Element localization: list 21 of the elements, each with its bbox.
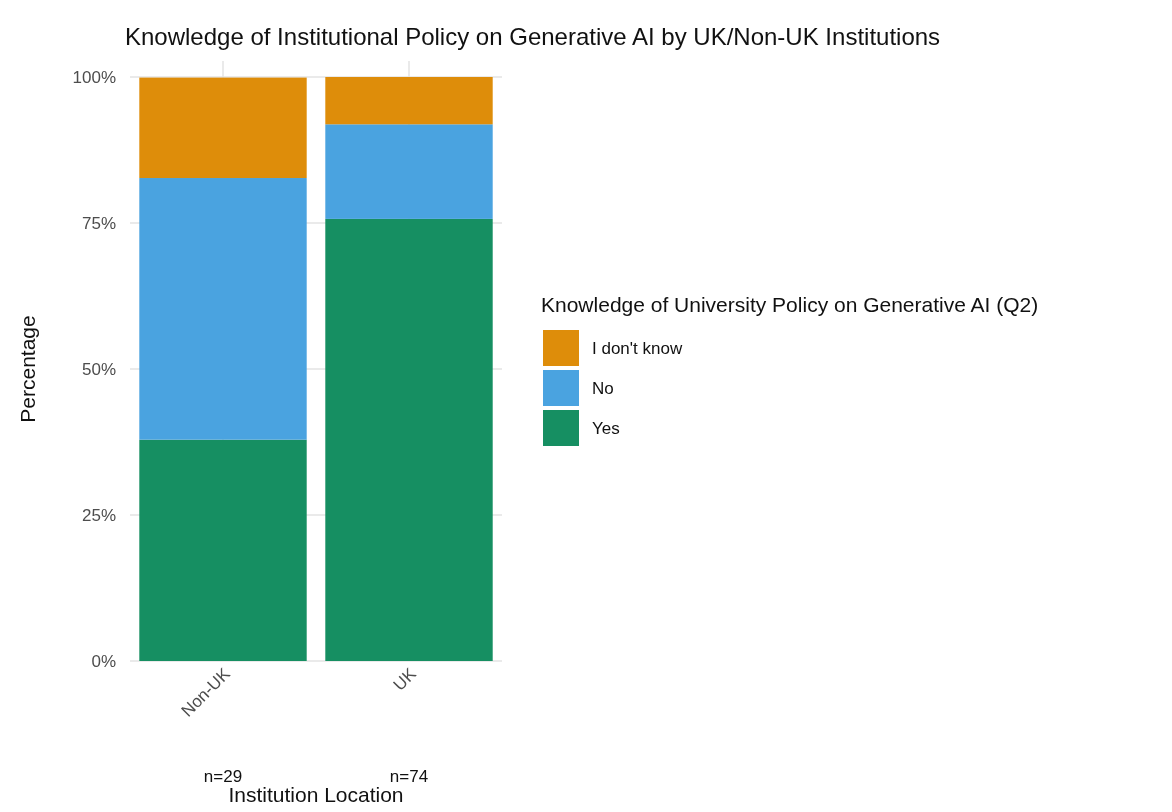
bar [139,178,307,440]
bar [139,77,307,179]
y-tick-label: 50% [81,359,116,379]
y-tick-label: 0% [91,651,116,671]
legend-title: Knowledge of University Policy on Generative AI (Q2) [541,293,1039,316]
y-tick-label: 25% [81,505,116,525]
bar [325,77,493,125]
legend-label: I don't know [592,338,683,358]
x-axis-title: Institution Location [228,783,404,806]
x-tick-label: UK [389,663,421,695]
legend-label: No [592,378,614,398]
bar [325,124,493,219]
legend-label: Yes [592,418,620,438]
bar [325,218,493,661]
y-tick-label: 75% [81,213,116,233]
chart-title: Knowledge of Institutional Policy on Generative AI by UK/Non-UK Institutions [125,23,941,50]
text: n=29 [203,767,243,786]
bar [139,439,307,661]
text: n=74 [389,767,429,786]
y-axis-title: Percentage [16,315,39,423]
y-tick-label: 100% [72,67,116,87]
